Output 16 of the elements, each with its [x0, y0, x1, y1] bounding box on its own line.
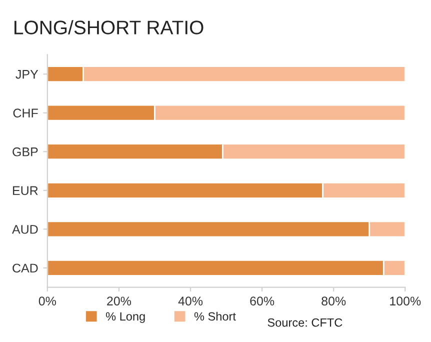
x-tick-label: 80%	[322, 296, 346, 306]
x-tick-label: 20%	[107, 296, 132, 306]
x-tick-label: 40%	[178, 296, 203, 306]
y-tick-label: JPY	[16, 70, 38, 79]
legend-label: % Long	[106, 312, 145, 323]
chart-title: LONG/SHORT RATIO	[14, 20, 204, 34]
y-tick-label: CAD	[12, 264, 38, 273]
x-tick-label: 100%	[390, 296, 421, 306]
y-tick-label: CHF	[13, 108, 38, 118]
x-tick-label: 0%	[38, 296, 56, 306]
legend-label: % Short	[194, 312, 236, 321]
y-tick-label: EUR	[13, 186, 38, 196]
y-tick-label: AUD	[12, 225, 38, 234]
y-tick-label: GBP	[12, 147, 38, 156]
x-tick-label: 60%	[250, 296, 274, 306]
source-note: Source: CFTC	[268, 318, 342, 327]
